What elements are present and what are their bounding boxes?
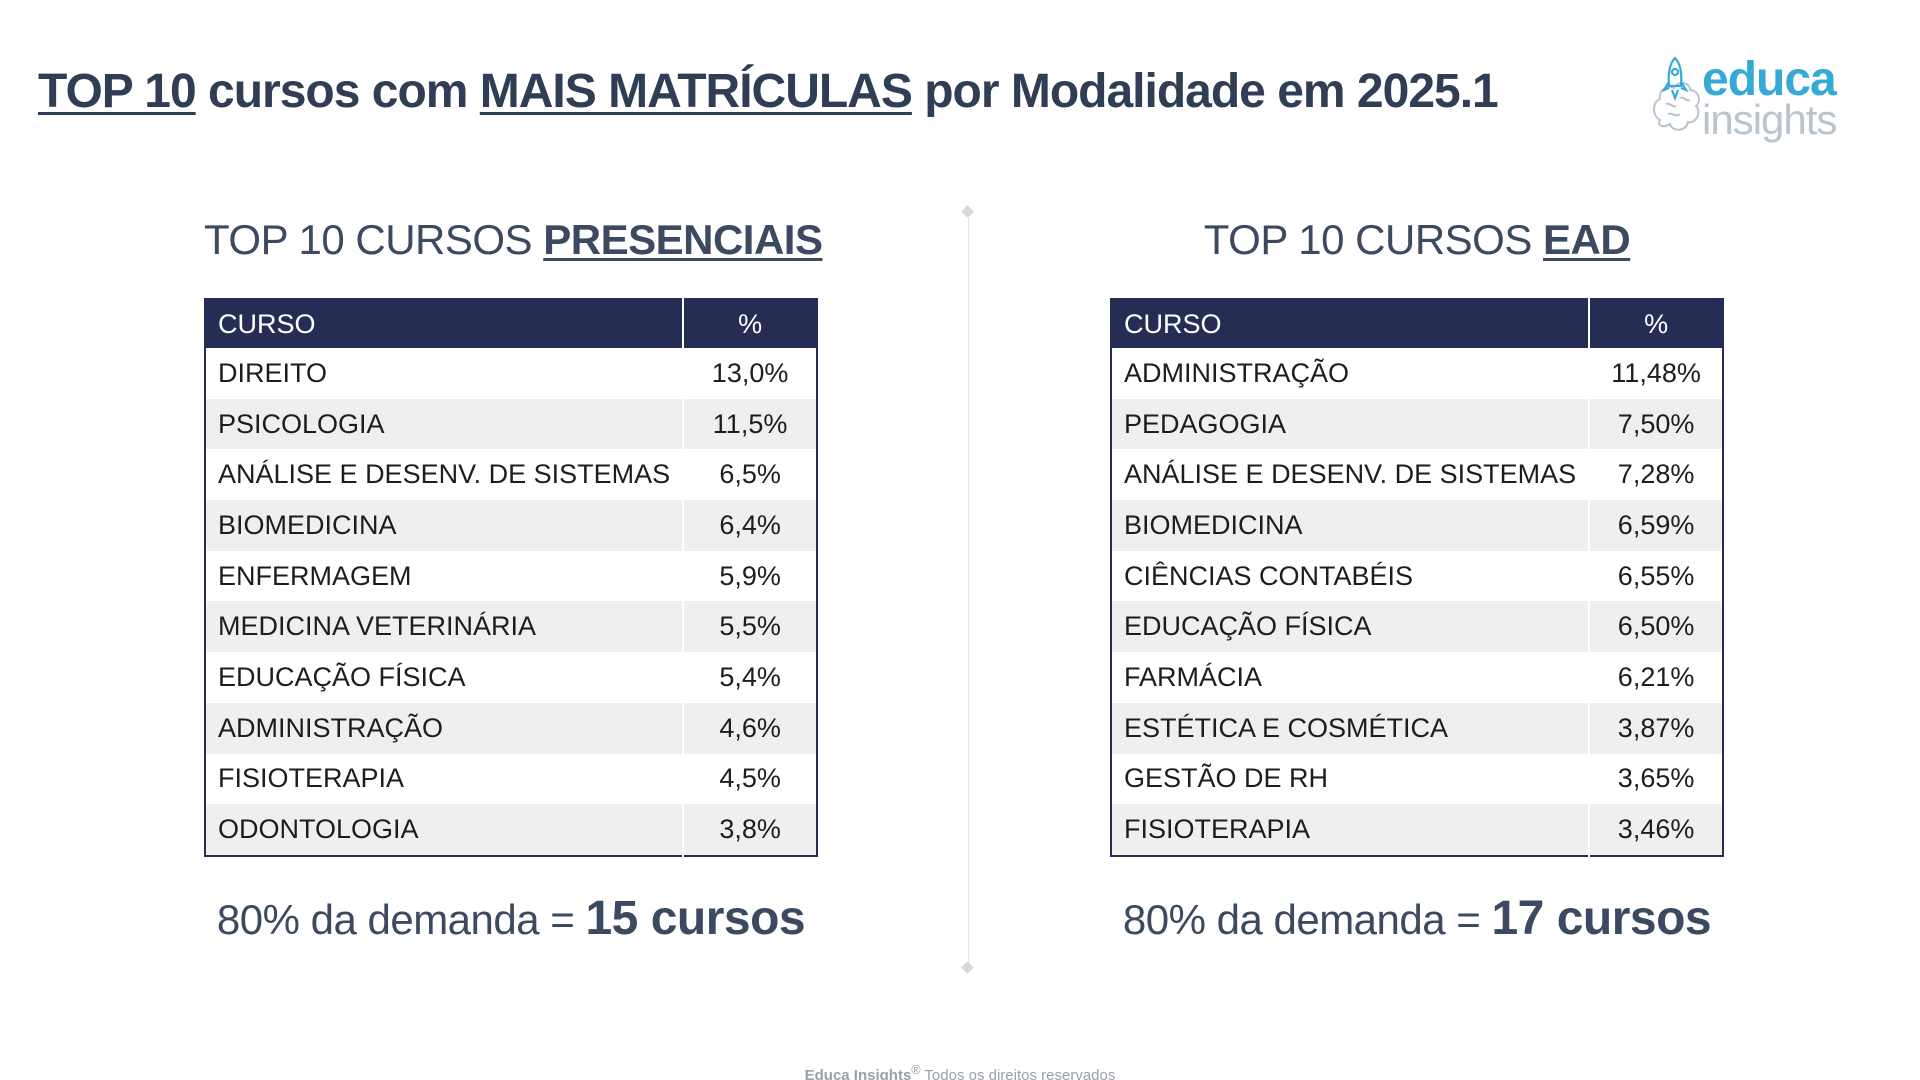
column-header-percent: % <box>682 299 817 348</box>
column-header-course: CURSO <box>205 299 684 348</box>
course-name: EDUCAÇÃO FÍSICA <box>1111 601 1590 653</box>
panel-ead: TOP 10 CURSOS EAD CURSO % ADMINISTRAÇÃO 1… <box>1110 212 1724 946</box>
course-name: BIOMEDICINA <box>1111 500 1590 551</box>
divider-bottom-diamond <box>961 961 974 974</box>
demand-summary-ead: 80% da demanda = 17 cursos <box>1110 891 1724 946</box>
educa-insights-logo: educa insights <box>1650 52 1850 152</box>
title-text-a: cursos com <box>195 65 480 118</box>
table-row: CIÊNCIAS CONTABÉIS 6,55% <box>1111 550 1723 602</box>
column-header-course: CURSO <box>1111 299 1590 348</box>
course-name: ADMINISTRAÇÃO <box>205 702 684 754</box>
table-header-row: CURSO % <box>205 299 817 348</box>
center-divider <box>968 212 969 968</box>
course-name: DIREITO <box>205 348 684 399</box>
table-row: ESTÉTICA E COSMÉTICA 3,87% <box>1111 702 1723 754</box>
course-name: ADMINISTRAÇÃO <box>1111 348 1590 399</box>
course-name: ANÁLISE E DESENV. DE SISTEMAS <box>1111 449 1590 501</box>
rocket-brain-icon <box>1653 56 1700 131</box>
table-row: BIOMEDICINA 6,4% <box>205 500 817 551</box>
course-name: BIOMEDICINA <box>205 500 684 551</box>
title-text-b: por Modalidade em 2025.1 <box>911 65 1499 118</box>
course-name: ENFERMAGEM <box>205 550 684 602</box>
table-row: ADMINISTRAÇÃO 4,6% <box>205 702 817 754</box>
table-row: FISIOTERAPIA 4,5% <box>205 753 817 805</box>
demand-summary-presenciais: 80% da demanda = 15 cursos <box>204 891 818 946</box>
course-percent: 6,55% <box>1588 550 1723 602</box>
course-percent: 3,65% <box>1588 753 1723 805</box>
demand-prefix: 80% da demanda = <box>216 895 586 943</box>
footer-copyright: Educa Insights® Todos os direitos reserv… <box>0 1063 1920 1080</box>
footer-text: Todos os direitos reservados <box>920 1067 1116 1080</box>
heading-highlight: EAD <box>1543 216 1631 263</box>
course-percent: 3,8% <box>682 804 817 856</box>
table-ead: CURSO % ADMINISTRAÇÃO 11,48% PEDAGOGIA 7,5… <box>1110 298 1724 857</box>
course-name: FISIOTERAPIA <box>1111 804 1590 856</box>
table-row: EDUCAÇÃO FÍSICA 6,50% <box>1111 601 1723 653</box>
course-percent: 3,46% <box>1588 804 1723 856</box>
course-name: PEDAGOGIA <box>1111 398 1590 450</box>
demand-value: 17 cursos <box>1491 891 1712 945</box>
course-percent: 3,87% <box>1588 702 1723 754</box>
page-title: TOP 10 cursos com MAIS MATRÍCULAS por Mo… <box>38 64 1499 119</box>
course-percent: 6,21% <box>1588 652 1723 703</box>
table-row: PEDAGOGIA 7,50% <box>1111 398 1723 450</box>
table-row: BIOMEDICINA 6,59% <box>1111 500 1723 551</box>
panel-presenciais: TOP 10 CURSOS PRESENCIAIS CURSO % DIREIT… <box>204 212 823 946</box>
course-percent: 7,50% <box>1588 398 1723 450</box>
logo-wordmark-insights: insights <box>1702 96 1837 143</box>
table-row: EDUCAÇÃO FÍSICA 5,4% <box>205 652 817 703</box>
table-row: MEDICINA VETERINÁRIA 5,5% <box>205 601 817 653</box>
registered-mark: ® <box>911 1063 921 1077</box>
column-header-percent: % <box>1588 299 1723 348</box>
heading-prefix: TOP 10 CURSOS <box>204 216 544 263</box>
table-row: DIREITO 13,0% <box>205 348 817 399</box>
table-row: ANÁLISE E DESENV. DE SISTEMAS 7,28% <box>1111 449 1723 501</box>
table-row: PSICOLOGIA 11,5% <box>205 398 817 450</box>
course-percent: 11,48% <box>1588 348 1723 399</box>
table-row: ANÁLISE E DESENV. DE SISTEMAS 6,5% <box>205 449 817 501</box>
course-name: FARMÁCIA <box>1111 652 1590 703</box>
demand-value: 15 cursos <box>585 891 806 945</box>
course-percent: 5,9% <box>682 550 817 602</box>
footer-brand: Educa Insights <box>804 1067 912 1080</box>
table-row: FISIOTERAPIA 3,46% <box>1111 804 1723 856</box>
course-percent: 7,28% <box>1588 449 1723 501</box>
course-percent: 6,59% <box>1588 500 1723 551</box>
course-name: MEDICINA VETERINÁRIA <box>205 601 684 653</box>
course-percent: 4,6% <box>682 702 817 754</box>
course-name: GESTÃO DE RH <box>1111 753 1590 805</box>
title-highlight: MAIS MATRÍCULAS <box>479 65 913 118</box>
title-top10: TOP 10 <box>38 65 197 118</box>
table-presenciais: CURSO % DIREITO 13,0% PSICOLOGIA 11,5% ANÁ… <box>204 298 818 857</box>
table-row: ENFERMAGEM 5,9% <box>205 550 817 602</box>
course-name: EDUCAÇÃO FÍSICA <box>205 652 684 703</box>
course-percent: 5,5% <box>682 601 817 653</box>
course-percent: 4,5% <box>682 753 817 805</box>
course-percent: 6,50% <box>1588 601 1723 653</box>
course-name: CIÊNCIAS CONTABÉIS <box>1111 550 1590 602</box>
course-percent: 6,5% <box>682 449 817 501</box>
table-header-row: CURSO % <box>1111 299 1723 348</box>
panel-heading-presenciais: TOP 10 CURSOS PRESENCIAIS <box>204 212 823 268</box>
heading-prefix: TOP 10 CURSOS <box>1203 216 1544 263</box>
course-percent: 11,5% <box>682 398 817 450</box>
table-row: FARMÁCIA 6,21% <box>1111 652 1723 703</box>
logo-wordmark-educa: educa <box>1702 53 1837 106</box>
course-name: PSICOLOGIA <box>205 398 684 450</box>
heading-highlight: PRESENCIAIS <box>543 216 823 263</box>
table-row: GESTÃO DE RH 3,65% <box>1111 753 1723 805</box>
table-row: ODONTOLOGIA 3,8% <box>205 804 817 856</box>
demand-prefix: 80% da demanda = <box>1122 895 1492 943</box>
course-percent: 5,4% <box>682 652 817 703</box>
table-row: ADMINISTRAÇÃO 11,48% <box>1111 348 1723 399</box>
course-name: ODONTOLOGIA <box>205 804 684 856</box>
course-name: FISIOTERAPIA <box>205 753 684 805</box>
divider-top-diamond <box>961 205 974 218</box>
panel-heading-ead: TOP 10 CURSOS EAD <box>1110 212 1724 268</box>
course-name: ANÁLISE E DESENV. DE SISTEMAS <box>205 449 684 501</box>
course-name: ESTÉTICA E COSMÉTICA <box>1111 702 1590 754</box>
course-percent: 13,0% <box>682 348 817 399</box>
course-percent: 6,4% <box>682 500 817 551</box>
